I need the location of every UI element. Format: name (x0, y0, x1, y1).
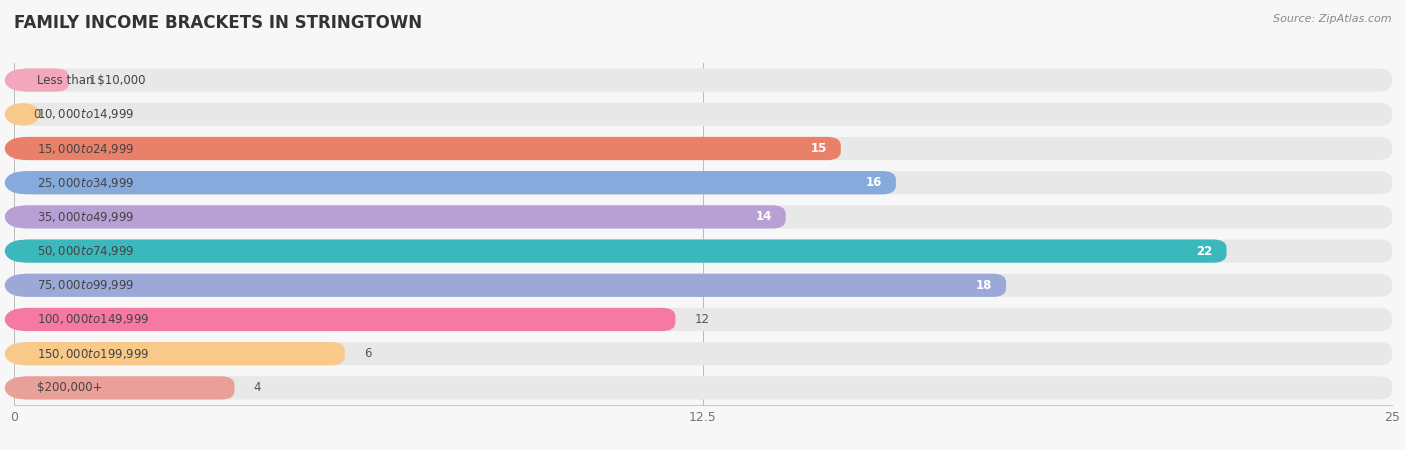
Text: 4: 4 (254, 382, 262, 394)
FancyBboxPatch shape (14, 171, 896, 194)
Text: FAMILY INCOME BRACKETS IN STRINGTOWN: FAMILY INCOME BRACKETS IN STRINGTOWN (14, 14, 422, 32)
Text: $25,000 to $34,999: $25,000 to $34,999 (37, 176, 135, 190)
FancyBboxPatch shape (14, 137, 1392, 160)
Text: Less than $10,000: Less than $10,000 (37, 74, 146, 86)
FancyBboxPatch shape (14, 376, 235, 400)
FancyBboxPatch shape (14, 342, 1392, 365)
FancyBboxPatch shape (14, 205, 1392, 229)
FancyBboxPatch shape (14, 205, 786, 229)
Text: 18: 18 (976, 279, 993, 292)
FancyBboxPatch shape (14, 137, 841, 160)
Circle shape (6, 378, 39, 398)
Text: $15,000 to $24,999: $15,000 to $24,999 (37, 141, 135, 156)
FancyBboxPatch shape (14, 274, 1392, 297)
Circle shape (6, 275, 39, 296)
FancyBboxPatch shape (14, 376, 1392, 400)
FancyBboxPatch shape (14, 171, 1392, 194)
Circle shape (6, 309, 39, 330)
Text: 1: 1 (89, 74, 96, 86)
Text: $35,000 to $49,999: $35,000 to $49,999 (37, 210, 135, 224)
Text: $100,000 to $149,999: $100,000 to $149,999 (37, 312, 149, 327)
FancyBboxPatch shape (14, 68, 69, 92)
Text: $10,000 to $14,999: $10,000 to $14,999 (37, 107, 135, 122)
Text: 16: 16 (866, 176, 882, 189)
FancyBboxPatch shape (14, 274, 1007, 297)
FancyBboxPatch shape (14, 239, 1392, 263)
Circle shape (6, 138, 39, 159)
Circle shape (6, 172, 39, 193)
FancyBboxPatch shape (14, 103, 1392, 126)
FancyBboxPatch shape (14, 239, 1226, 263)
Text: 22: 22 (1197, 245, 1213, 257)
Text: 12: 12 (695, 313, 710, 326)
Text: 14: 14 (755, 211, 772, 223)
Text: $75,000 to $99,999: $75,000 to $99,999 (37, 278, 135, 293)
Text: 15: 15 (811, 142, 827, 155)
Circle shape (6, 241, 39, 261)
Text: $200,000+: $200,000+ (37, 382, 103, 394)
Circle shape (6, 207, 39, 227)
Text: 0: 0 (34, 108, 41, 121)
Text: Source: ZipAtlas.com: Source: ZipAtlas.com (1274, 14, 1392, 23)
Text: $150,000 to $199,999: $150,000 to $199,999 (37, 346, 149, 361)
FancyBboxPatch shape (14, 342, 344, 365)
Text: 6: 6 (364, 347, 371, 360)
Circle shape (6, 343, 39, 364)
Circle shape (6, 104, 39, 125)
Circle shape (6, 70, 39, 90)
FancyBboxPatch shape (14, 68, 1392, 92)
FancyBboxPatch shape (14, 308, 1392, 331)
Text: $50,000 to $74,999: $50,000 to $74,999 (37, 244, 135, 258)
FancyBboxPatch shape (14, 308, 675, 331)
